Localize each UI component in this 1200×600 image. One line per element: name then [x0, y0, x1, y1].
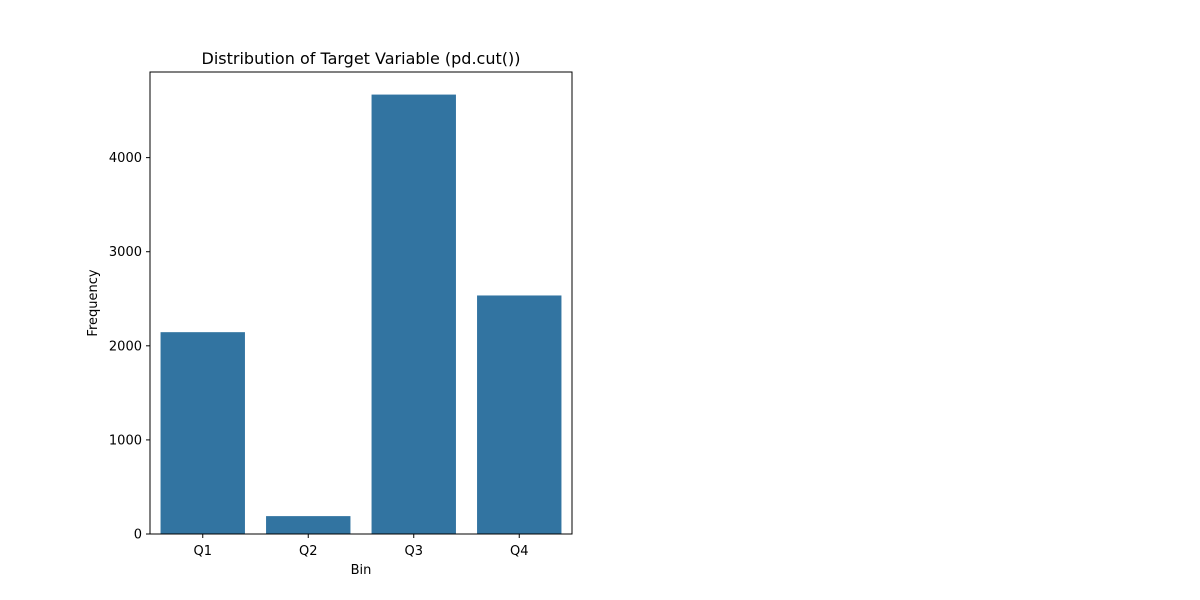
x-tick-label: Q2 — [299, 544, 318, 559]
axes-frame — [149, 71, 573, 535]
x-tick-label: Q1 — [193, 544, 212, 559]
x-axis-label: Bin — [351, 563, 372, 578]
bar-q1 — [160, 332, 245, 534]
y-tick-label: 1000 — [109, 433, 142, 448]
bar-q2 — [266, 516, 351, 534]
y-tick-label: 0 — [134, 528, 142, 543]
y-tick-label: 2000 — [109, 339, 142, 354]
chart-title: Distribution of Target Variable (pd.cut(… — [202, 49, 521, 68]
y-tick-label: 3000 — [109, 245, 142, 260]
y-axis-label: Frequency — [86, 269, 101, 336]
x-tick-label: Q3 — [404, 544, 423, 559]
x-tick-label: Q4 — [510, 544, 529, 559]
bar-q4 — [477, 295, 562, 534]
y-ticks-layer: 0 1000 2000 3000 4000 — [109, 151, 150, 543]
x-ticks-layer: Q1 Q2 Q3 Q4 — [193, 534, 529, 559]
y-tick-label: 4000 — [109, 151, 142, 166]
bars-layer — [160, 94, 562, 534]
bar-q3 — [371, 94, 456, 534]
